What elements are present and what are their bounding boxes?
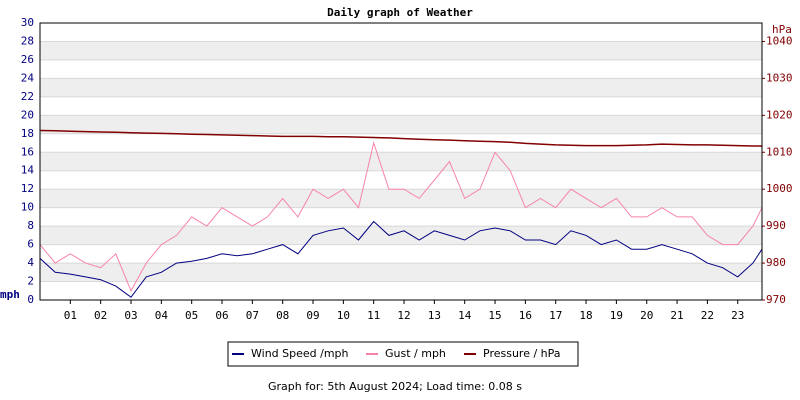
y-tick-label: 0	[27, 293, 34, 306]
x-tick-label: 13	[428, 309, 441, 322]
plot-frame	[39, 22, 763, 301]
y-tick-label: 16	[21, 145, 34, 158]
series-line	[39, 141, 763, 292]
x-tick-label: 05	[185, 309, 198, 322]
grid-band	[40, 263, 762, 282]
series-line	[39, 220, 763, 298]
y-tick-label: 2	[27, 275, 34, 288]
y-tick-label: 20	[21, 108, 34, 121]
y-tick-label: 6	[27, 238, 34, 251]
x-tick-label: 03	[124, 309, 137, 322]
y2-tick-label: 1040	[766, 34, 793, 47]
grid-band	[40, 115, 762, 134]
legend-box	[227, 341, 579, 367]
x-tick-label: 19	[610, 309, 623, 322]
y-tick-label: 10	[21, 201, 34, 214]
y-tick-label: 14	[21, 164, 35, 177]
x-tick-label: 04	[155, 309, 169, 322]
x-tick-label: 20	[640, 309, 653, 322]
y-tick-label: 12	[21, 182, 34, 195]
y2-tick-label: 1030	[766, 71, 793, 84]
x-tick-label: 18	[579, 309, 592, 322]
x-tick-label: 17	[549, 309, 562, 322]
grid-band	[40, 152, 762, 171]
x-tick-label: 16	[519, 309, 532, 322]
grid-band	[40, 226, 762, 245]
y-tick-label: 28	[21, 34, 34, 47]
y2-tick-label: 980	[766, 256, 786, 269]
x-tick-label: 10	[337, 309, 350, 322]
y-tick-label: 8	[27, 219, 34, 232]
y-tick-label: 18	[21, 127, 34, 140]
y-tick-label: 4	[27, 256, 34, 269]
y2-tick-label: 990	[766, 219, 786, 232]
x-tick-label: 08	[276, 309, 289, 322]
legend-label: Gust / mph	[385, 347, 446, 360]
x-tick-label: 01	[64, 309, 77, 322]
grid-band	[40, 78, 762, 97]
x-tick-label: 11	[367, 309, 380, 322]
y-tick-label: 22	[21, 90, 34, 103]
x-tick-label: 06	[215, 309, 228, 322]
grid-band	[40, 41, 762, 60]
chart-title: Daily graph of Weather	[327, 6, 473, 19]
x-tick-label: 21	[670, 309, 683, 322]
x-tick-label: 14	[458, 309, 472, 322]
x-tick-label: 15	[488, 309, 501, 322]
legend-label: Pressure / hPa	[483, 347, 561, 360]
x-tick-label: 02	[94, 309, 107, 322]
x-tick-label: 23	[731, 309, 744, 322]
legend-label: Wind Speed /mph	[251, 347, 349, 360]
y-tick-label: 26	[21, 53, 34, 66]
footer: Graph for: 5th August 2024; Load time: 0…	[268, 380, 522, 393]
series-line	[39, 129, 762, 147]
x-tick-label: 07	[246, 309, 259, 322]
y2-tick-label: 1000	[766, 182, 793, 195]
y2-tick-label: 1010	[766, 145, 793, 158]
x-tick-label: 22	[701, 309, 714, 322]
y2-axis-label: hPa	[772, 23, 792, 36]
y-tick-label: 30	[21, 16, 34, 29]
x-tick-label: 09	[306, 309, 319, 322]
y-tick-label: 24	[21, 71, 35, 84]
y2-tick-label: 970	[766, 293, 786, 306]
x-tick-label: 12	[397, 309, 410, 322]
y-axis-label: mph	[0, 288, 20, 301]
y2-tick-label: 1020	[766, 108, 793, 121]
grid-band	[40, 189, 762, 208]
